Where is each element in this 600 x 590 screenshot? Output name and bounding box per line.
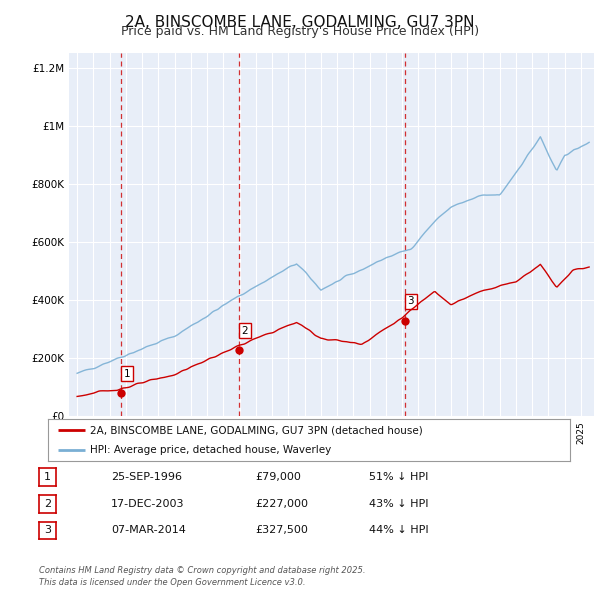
Text: 17-DEC-2003: 17-DEC-2003 [111, 499, 185, 509]
Text: 51% ↓ HPI: 51% ↓ HPI [369, 473, 428, 482]
Text: 3: 3 [44, 526, 51, 535]
Text: 2A, BINSCOMBE LANE, GODALMING, GU7 3PN: 2A, BINSCOMBE LANE, GODALMING, GU7 3PN [125, 15, 475, 30]
Text: HPI: Average price, detached house, Waverley: HPI: Average price, detached house, Wave… [90, 445, 331, 455]
Text: 2A, BINSCOMBE LANE, GODALMING, GU7 3PN (detached house): 2A, BINSCOMBE LANE, GODALMING, GU7 3PN (… [90, 425, 422, 435]
Text: £327,500: £327,500 [255, 526, 308, 535]
Text: Price paid vs. HM Land Registry's House Price Index (HPI): Price paid vs. HM Land Registry's House … [121, 25, 479, 38]
Text: 25-SEP-1996: 25-SEP-1996 [111, 473, 182, 482]
Text: 3: 3 [407, 296, 414, 306]
Text: 43% ↓ HPI: 43% ↓ HPI [369, 499, 428, 509]
Text: 44% ↓ HPI: 44% ↓ HPI [369, 526, 428, 535]
Text: £79,000: £79,000 [255, 473, 301, 482]
Text: 07-MAR-2014: 07-MAR-2014 [111, 526, 186, 535]
Text: 1: 1 [44, 473, 51, 482]
Text: 2: 2 [241, 326, 248, 336]
Text: Contains HM Land Registry data © Crown copyright and database right 2025.
This d: Contains HM Land Registry data © Crown c… [39, 566, 365, 587]
Text: 2: 2 [44, 499, 51, 509]
Text: £227,000: £227,000 [255, 499, 308, 509]
Text: 1: 1 [124, 369, 131, 379]
